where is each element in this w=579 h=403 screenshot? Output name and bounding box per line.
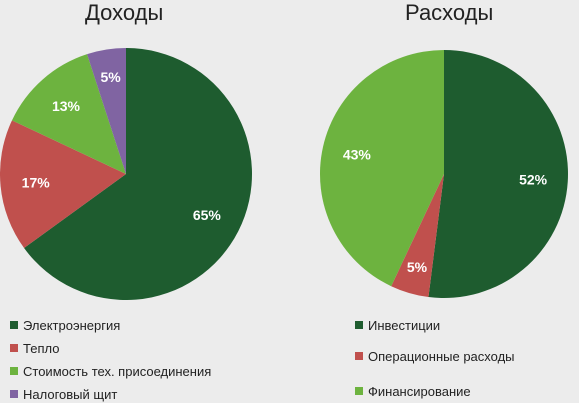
pie-expenses: 52% 5% 43% bbox=[320, 49, 568, 298]
legend-label: Электроэнергия bbox=[23, 318, 121, 333]
slice-label-income-3: 5% bbox=[101, 69, 122, 85]
legend-swatch bbox=[355, 321, 363, 329]
legend-item-income-2: Стоимость тех. присоединения bbox=[10, 364, 211, 379]
chart-title-income: Доходы bbox=[85, 0, 164, 25]
legend-swatch bbox=[355, 352, 363, 360]
pie-income: 65% 17% 13% 5% bbox=[0, 48, 252, 301]
legend-label: Стоимость тех. присоединения bbox=[23, 364, 212, 379]
legend-label: Операционные расходы bbox=[368, 349, 515, 364]
slice-label-income-0: 65% bbox=[193, 207, 222, 223]
legend-item-expenses-2: Финансирование bbox=[355, 384, 471, 399]
pie-slice-expenses-1 bbox=[391, 174, 444, 298]
legend-swatch bbox=[10, 390, 18, 398]
legend-label: Инвестиции bbox=[368, 318, 441, 333]
pie-slice-income-0 bbox=[24, 48, 252, 301]
legend-swatch bbox=[10, 344, 18, 352]
pie-slice-expenses-2 bbox=[320, 49, 444, 287]
slice-label-expenses-0: 52% bbox=[519, 172, 548, 188]
legend-label: Финансирование bbox=[368, 384, 471, 399]
legend-item-income-1: Тепло bbox=[10, 341, 59, 356]
legend-swatch bbox=[355, 387, 363, 395]
pie-slice-income-1 bbox=[0, 120, 126, 249]
pie-slice-expenses-0 bbox=[428, 50, 568, 298]
slice-label-expenses-2: 43% bbox=[343, 147, 372, 163]
legend-item-expenses-1: Операционные расходы bbox=[355, 349, 515, 364]
slice-label-expenses-1: 5% bbox=[407, 259, 428, 275]
legend-label: Налоговый щит bbox=[23, 387, 118, 402]
slice-label-income-2: 13% bbox=[52, 98, 81, 114]
legend-swatch bbox=[10, 367, 18, 375]
legend-item-expenses-0: Инвестиции bbox=[355, 318, 440, 333]
slice-label-income-1: 17% bbox=[22, 175, 51, 191]
legend-label: Тепло bbox=[23, 341, 60, 356]
pie-slice-income-3 bbox=[87, 48, 126, 174]
pie-slice-income-2 bbox=[11, 54, 127, 174]
chart-title-expenses: Расходы bbox=[405, 0, 494, 25]
legend-swatch bbox=[10, 321, 18, 329]
legend-item-income-0: Электроэнергия bbox=[10, 318, 120, 333]
legend-item-income-3: Налоговый щит bbox=[10, 387, 117, 402]
